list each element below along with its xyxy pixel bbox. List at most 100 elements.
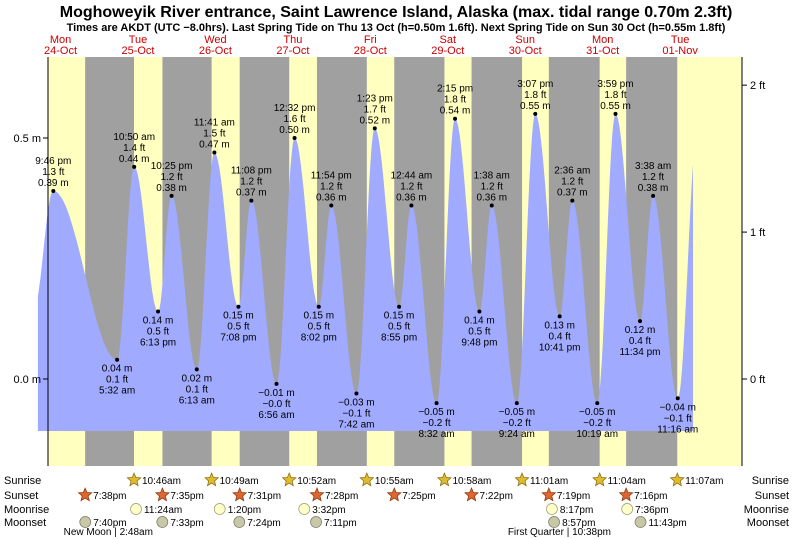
tide-height-ft: 0.1 ft <box>106 375 128 386</box>
sunset-time: 7:19pm <box>557 491 590 502</box>
tide-time: 10:25 pm <box>151 161 193 172</box>
day-name: Tue <box>129 34 148 46</box>
moonset-event: 8:57pm <box>548 516 595 529</box>
tide-height-m: 0.38 m <box>156 183 187 194</box>
moonset-time: 8:57pm <box>562 518 595 529</box>
tide-height-ft: 1.2 ft <box>160 172 182 183</box>
tide-point <box>409 203 414 208</box>
tide-height-m: 0.44 m <box>119 154 150 165</box>
sunset-time: 7:28pm <box>325 491 358 502</box>
sunset-time: 7:38pm <box>93 491 126 502</box>
sunset-time: 7:22pm <box>480 491 513 502</box>
sunset-event: 7:31pm <box>232 487 281 502</box>
moon-phase-label: New Moon | 2:48am <box>64 527 153 538</box>
tide-time: 9:46 pm <box>35 156 71 167</box>
tide-height-m: 0.52 m <box>359 115 390 126</box>
tide-time: 11:34 pm <box>620 347 661 358</box>
tide-point <box>316 304 321 309</box>
tide-height-m: 0.54 m <box>440 106 471 117</box>
sunrise-time: 10:46am <box>142 476 181 487</box>
tide-height-m: −0.05 m <box>418 407 454 418</box>
tide-height-ft: 1.5 ft <box>203 128 225 139</box>
low-tide-marker: −0.05 m−0.2 ft9:24 am <box>499 401 535 440</box>
tide-height-m: 0.14 m <box>143 316 174 327</box>
day-name: Sat <box>440 34 457 46</box>
sunset-row-label-right: Sunset <box>755 490 789 502</box>
tide-point <box>489 203 494 208</box>
day-date: 25-Oct <box>121 45 154 57</box>
moon-phase-label: First Quarter | 10:38pm <box>508 527 611 538</box>
moonrise-time: 8:17pm <box>560 505 593 516</box>
sunrise-time: 10:52am <box>297 476 336 487</box>
tide-height-m: 0.12 m <box>625 325 656 336</box>
high-tide-marker: 1:23 pm1.7 ft0.52 m <box>357 93 393 131</box>
axes: 0.0 m 0.5 m 0 ft 1 ft 2 ft <box>13 57 765 466</box>
moonrise-time: 3:32pm <box>312 505 345 516</box>
tide-height-ft: 1.3 ft <box>42 167 64 178</box>
tide-height-ft: −0.2 ft <box>503 418 531 429</box>
tide-point <box>354 391 359 396</box>
tide-height-ft: 0.5 ft <box>308 322 330 333</box>
tide-time: 11:54 pm <box>311 170 352 181</box>
sunset-time: 7:25pm <box>402 491 435 502</box>
moonset-time: 7:11pm <box>324 518 357 529</box>
tide-point <box>249 198 254 203</box>
day-date: 28-Oct <box>354 45 387 57</box>
sunset-icon <box>541 487 557 502</box>
day-name: Tue <box>671 34 690 46</box>
moonrise-event: 7:36pm <box>621 503 669 516</box>
tide-extreme-labels: 9:46 pm1.3 ft0.39 m0.04 m0.1 ft5:32 am10… <box>35 79 698 440</box>
tide-height-m: 0.55 m <box>600 101 631 112</box>
sunrise-icon <box>669 472 685 487</box>
tide-height-m: 0.36 m <box>316 192 347 203</box>
moonrise-icon <box>546 503 558 515</box>
right-tick-label: 1 ft <box>750 227 765 239</box>
sunrise-event: 10:52am <box>281 472 336 487</box>
tide-height-m: 0.15 m <box>223 311 254 322</box>
tide-time: 6:56 am <box>258 410 294 421</box>
tide-height-ft: 1.2 ft <box>561 177 583 188</box>
sunrise-event: 10:49am <box>204 472 259 487</box>
low-tide-marker: 0.15 m0.5 ft8:02 pm <box>301 304 337 344</box>
tide-height-m: 0.13 m <box>544 320 575 331</box>
sunset-time: 7:35pm <box>170 491 203 502</box>
tide-time: 3:59 pm <box>597 79 633 90</box>
sunrise-time: 11:04am <box>608 476 646 487</box>
moonrise-time: 7:36pm <box>635 505 668 516</box>
tide-height-ft: 1.2 ft <box>240 177 262 188</box>
tide-height-m: −0.01 m <box>258 388 294 399</box>
low-tide-marker: −0.05 m−0.2 ft8:32 am <box>418 401 455 440</box>
moonset-row-label-left: Moonset <box>4 517 46 529</box>
tide-time: 7:42 am <box>338 419 374 430</box>
left-tick-label: 0.5 m <box>13 133 41 145</box>
sunset-icon <box>154 487 170 502</box>
tide-point <box>212 150 217 155</box>
left-tick-label: 0.0 m <box>13 374 41 386</box>
tide-height-ft: 0.4 ft <box>549 331 571 342</box>
high-tide-marker: 11:08 pm1.2 ft0.37 m <box>231 166 272 203</box>
moonrise-icon <box>298 503 311 515</box>
moonset-event: 7:40pm <box>79 516 127 529</box>
moonrise-time: 1:20pm <box>228 505 261 516</box>
sunset-event: 7:28pm <box>309 487 358 502</box>
low-tide-marker: 0.04 m0.1 ft5:32 am <box>99 357 135 397</box>
tide-point <box>132 164 137 169</box>
day-name: Thu <box>283 34 302 46</box>
sunrise-icon <box>592 472 608 487</box>
tide-height-ft: 1.8 ft <box>524 90 546 101</box>
sunset-time: 7:31pm <box>248 491 281 502</box>
sunset-event: 7:38pm <box>77 487 127 502</box>
tide-point <box>570 198 575 203</box>
sunrise-icon <box>204 472 220 487</box>
sunrise-event: 10:55am <box>359 472 414 487</box>
day-date: 30-Oct <box>509 45 542 57</box>
high-tide-marker: 12:44 am1.2 ft0.36 m <box>391 170 432 208</box>
tide-time: 12:32 pm <box>274 103 316 114</box>
sunrise-time: 10:49am <box>220 476 259 487</box>
moonset-icon <box>79 516 92 528</box>
tide-height-m: −0.03 m <box>338 397 374 408</box>
tide-height-m: 0.04 m <box>102 364 133 375</box>
tide-time: 1:23 pm <box>357 93 393 104</box>
moonset-event: 7:24pm <box>233 516 281 529</box>
